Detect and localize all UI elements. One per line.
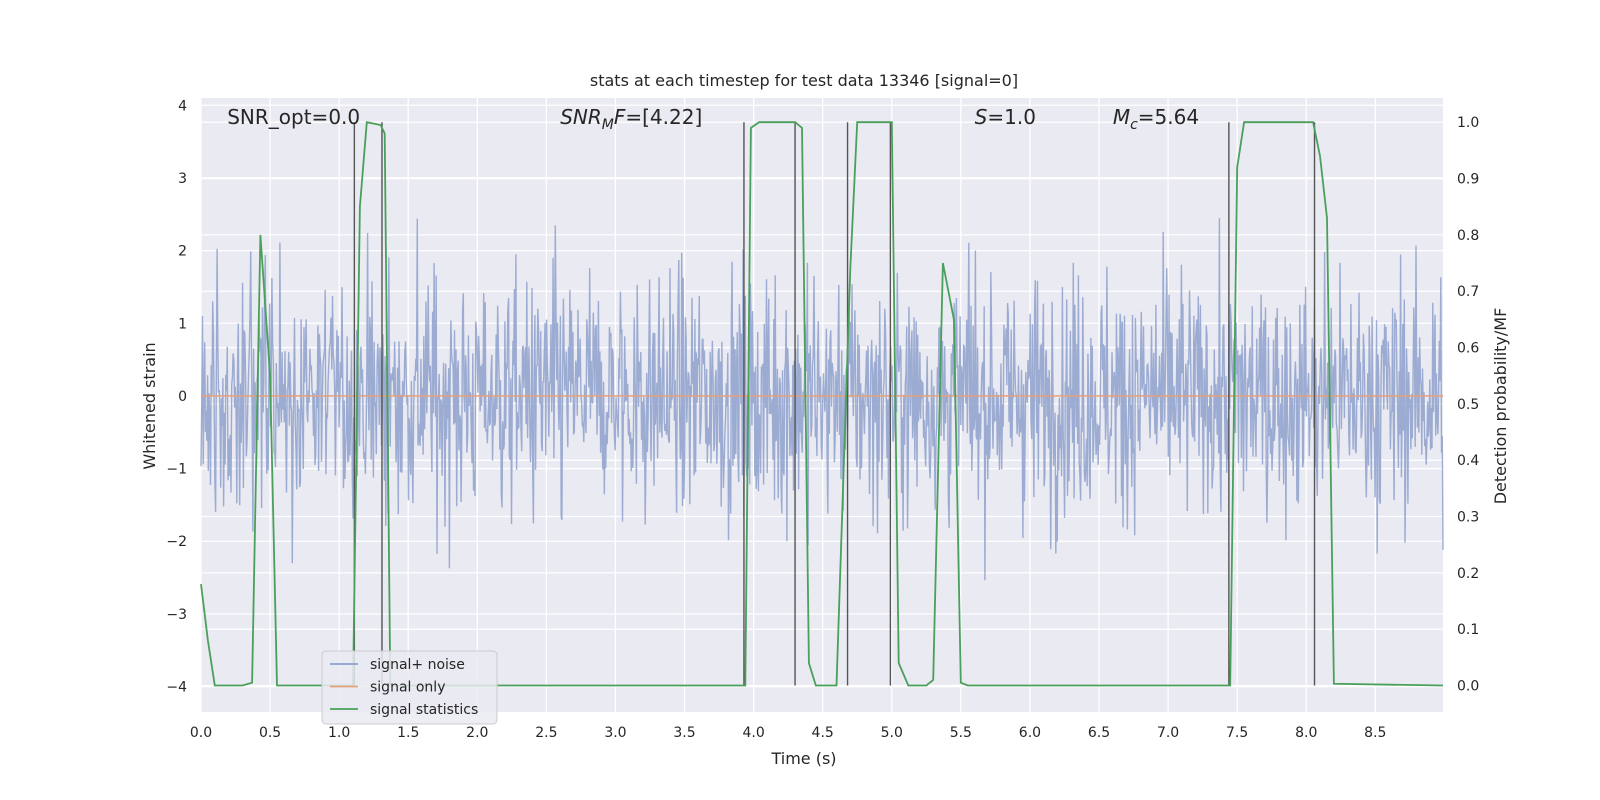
x-tick-label: 4.5 <box>812 725 834 741</box>
annotation-snr-mf: SNRMF=[4.22] <box>560 105 702 133</box>
x-tick-label: 6.0 <box>1019 725 1041 741</box>
y-tick-label: −2 <box>166 534 187 550</box>
y-axis-label: Whitened strain <box>140 342 159 469</box>
chart-title: stats at each timestep for test data 133… <box>590 71 1018 90</box>
right-y-tick-label: 0.3 <box>1457 510 1479 526</box>
signal-statistics-series <box>200 121 1444 687</box>
right-y-axis-label: Detection probability/MF <box>1491 308 1510 505</box>
x-tick-label: 5.0 <box>881 725 903 741</box>
signal-statistics-line <box>200 121 1444 687</box>
right-y-tick-label: 0.7 <box>1457 284 1479 300</box>
y-tick-label: 0 <box>178 389 187 405</box>
right-y-tick-label: 0.5 <box>1457 397 1479 413</box>
x-tick-label: 8.5 <box>1364 725 1386 741</box>
noise-trace <box>200 218 1444 581</box>
x-tick-label: 4.0 <box>742 725 764 741</box>
right-y-tick-label: 0.0 <box>1457 679 1479 695</box>
right-y-axis-ticks: 1.0 0.9 0.8 0.7 0.6 0.5 0.4 0.3 0.2 0.1 0.0 <box>1457 115 1479 694</box>
right-y-tick-label: 0.4 <box>1457 453 1479 469</box>
x-tick-label: 3.5 <box>673 725 695 741</box>
x-tick-label: 3.0 <box>604 725 626 741</box>
x-tick-label: 5.5 <box>950 725 972 741</box>
legend-frame <box>321 650 498 725</box>
y-tick-label: −3 <box>166 607 187 623</box>
legend-label: signal only <box>370 680 445 696</box>
x-tick-label: 2.5 <box>535 725 557 741</box>
annotations: SNR_opt=0.0 SNRMF=[4.22] S=1.0 Mc=5.64 <box>227 105 1199 133</box>
right-y-tick-label: 0.9 <box>1457 172 1479 188</box>
x-tick-label: 8.0 <box>1295 725 1317 741</box>
x-tick-label: 7.5 <box>1226 725 1248 741</box>
y-tick-label: −4 <box>166 680 187 696</box>
x-tick-label: 2.0 <box>466 725 488 741</box>
x-axis-label: Time (s) <box>770 749 836 768</box>
x-tick-label: 1.5 <box>397 725 419 741</box>
y-axis-ticks: 4 3 2 1 0 −1 −2 −3 −4 <box>166 98 187 695</box>
x-tick-label: 7.0 <box>1157 725 1179 741</box>
legend: signal+ noise signal only signal statistic… <box>321 650 498 725</box>
right-y-tick-label: 0.6 <box>1457 341 1479 357</box>
x-tick-label: 1.0 <box>328 725 350 741</box>
annotation-s-stat: S=1.0 <box>975 105 1036 129</box>
y-tick-label: −1 <box>166 462 187 478</box>
right-y-tick-label: 1.0 <box>1457 115 1479 131</box>
y-tick-label: 2 <box>178 244 187 260</box>
annotation-snr-opt: SNR_opt=0.0 <box>227 105 360 129</box>
y-tick-label: 3 <box>178 171 187 187</box>
vertical-markers <box>353 122 1316 686</box>
x-tick-label: 6.5 <box>1088 725 1110 741</box>
x-tick-label: 0.0 <box>190 725 212 741</box>
legend-label: signal statistics <box>370 702 478 718</box>
x-tick-label: 0.5 <box>259 725 281 741</box>
right-y-tick-label: 0.1 <box>1457 622 1479 638</box>
annotation-mc: Mc=5.64 <box>1113 105 1199 133</box>
y-tick-label: 4 <box>178 98 187 114</box>
legend-label: signal+ noise <box>370 657 465 673</box>
y-tick-label: 1 <box>178 316 187 332</box>
signal-noise-series <box>200 218 1444 581</box>
x-axis-ticks: 0.0 0.5 1.0 1.5 2.0 2.5 3.0 3.5 4.0 4.5 5.0 5.5 6.0 6… <box>190 725 1387 741</box>
right-y-tick-label: 0.8 <box>1457 228 1479 244</box>
right-y-tick-label: 0.2 <box>1457 566 1479 582</box>
